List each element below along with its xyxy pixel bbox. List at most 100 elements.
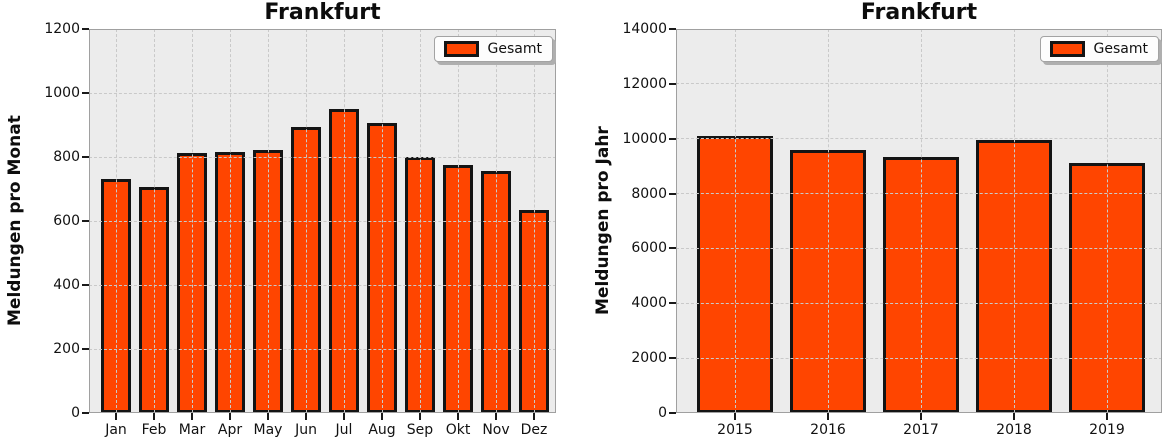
v-gridline (1106, 29, 1108, 413)
bar-2017 (883, 157, 959, 413)
h-gridline (89, 156, 556, 158)
y-tick-mark (669, 82, 676, 85)
v-gridline (267, 29, 269, 413)
x-tick-label: Apr (217, 422, 243, 438)
h-gridline (676, 193, 1162, 195)
x-tick-mark (153, 413, 155, 420)
x-tick-mark (1106, 413, 1108, 420)
y-axis-label: Meldungen pro Jahr (593, 126, 613, 316)
v-gridline (419, 29, 421, 413)
bar-aug (367, 123, 397, 413)
bar-mar (177, 153, 207, 413)
bar-jan (101, 179, 131, 413)
y-tick-mark (669, 302, 676, 305)
x-tick-mark (419, 413, 421, 420)
bar-apr (215, 152, 245, 413)
bar-sep (405, 157, 435, 413)
y-tick-mark (82, 348, 89, 350)
h-gridline (89, 28, 556, 30)
x-tick-mark (381, 413, 383, 420)
y-tick-mark (82, 92, 89, 94)
axes-frame (676, 29, 1162, 413)
chart-title: Frankfurt (264, 0, 381, 25)
v-gridline (343, 29, 345, 413)
x-tick-mark (267, 413, 269, 420)
y-tick-label: 400 (53, 277, 80, 293)
x-tick-mark (827, 413, 829, 420)
v-gridline (827, 29, 829, 413)
y-tick-mark (82, 284, 89, 286)
x-tick-mark (305, 413, 307, 420)
x-tick-label: 2016 (810, 422, 846, 438)
h-gridline (676, 247, 1162, 249)
chart-title: Frankfurt (860, 0, 978, 25)
bar-okt (443, 165, 473, 413)
y-tick-mark (669, 412, 676, 414)
v-gridline (734, 29, 736, 413)
bar-2015 (697, 136, 773, 413)
x-tick-mark (229, 413, 231, 420)
x-tick-label: Jan (105, 422, 127, 438)
v-gridline (115, 29, 117, 413)
v-gridline (533, 29, 535, 413)
v-gridline (381, 29, 383, 413)
h-gridline (89, 348, 556, 350)
plot-area: Gesamt (89, 28, 556, 413)
legend: Gesamt (1039, 36, 1159, 62)
y-tick-mark (82, 412, 89, 414)
x-tick-label: Aug (368, 422, 396, 438)
bar-jun (291, 127, 321, 413)
h-gridline (676, 357, 1162, 359)
x-tick-label: Sep (406, 422, 434, 438)
y-tick-label: 800 (53, 149, 80, 165)
h-gridline (89, 220, 556, 222)
y-tick-mark (669, 192, 676, 195)
h-gridline (676, 138, 1162, 140)
y-tick-label: 6000 (631, 240, 667, 257)
bar-feb (139, 187, 169, 413)
legend-color-swatch (1049, 41, 1085, 57)
x-tick-mark (734, 413, 736, 420)
h-gridline (89, 284, 556, 286)
y-tick-mark (669, 247, 676, 250)
y-tick-label: 0 (71, 405, 80, 421)
y-tick-mark (82, 156, 89, 158)
y-tick-mark (82, 28, 89, 30)
bar-2016 (790, 150, 866, 413)
x-tick-label: Feb (141, 422, 167, 438)
x-tick-mark (533, 413, 535, 420)
x-tick-label: Dez (520, 422, 548, 438)
x-tick-label: Mar (178, 422, 206, 438)
x-tick-label: Okt (445, 422, 471, 438)
y-tick-label: 2000 (631, 350, 667, 367)
v-gridline (191, 29, 193, 413)
y-tick-label: 1200 (44, 21, 80, 37)
y-tick-label: 600 (53, 213, 80, 229)
bar-nov (481, 171, 511, 413)
x-tick-label: Nov (482, 422, 510, 438)
v-gridline (495, 29, 497, 413)
y-axis-label: Meldungen pro Monat (5, 115, 25, 327)
y-tick-label: 0 (658, 405, 667, 421)
h-gridline (676, 83, 1162, 85)
plot-area: Gesamt (676, 28, 1162, 413)
y-tick-label: 14000 (622, 21, 667, 37)
x-tick-mark (115, 413, 117, 420)
legend-color-swatch (443, 41, 479, 57)
y-tick-label: 12000 (622, 75, 667, 92)
x-tick-mark (191, 413, 193, 420)
legend-label: Gesamt (1093, 41, 1148, 57)
y-tick-mark (669, 137, 676, 140)
x-tick-mark (343, 413, 345, 420)
h-gridline (89, 92, 556, 94)
bar-jul (329, 109, 359, 413)
v-gridline (153, 29, 155, 413)
v-gridline (1013, 29, 1015, 413)
x-tick-mark (457, 413, 459, 420)
y-tick-label: 4000 (631, 295, 667, 312)
h-gridline (676, 28, 1162, 30)
y-tick-mark (82, 220, 89, 222)
legend-label: Gesamt (487, 41, 542, 57)
